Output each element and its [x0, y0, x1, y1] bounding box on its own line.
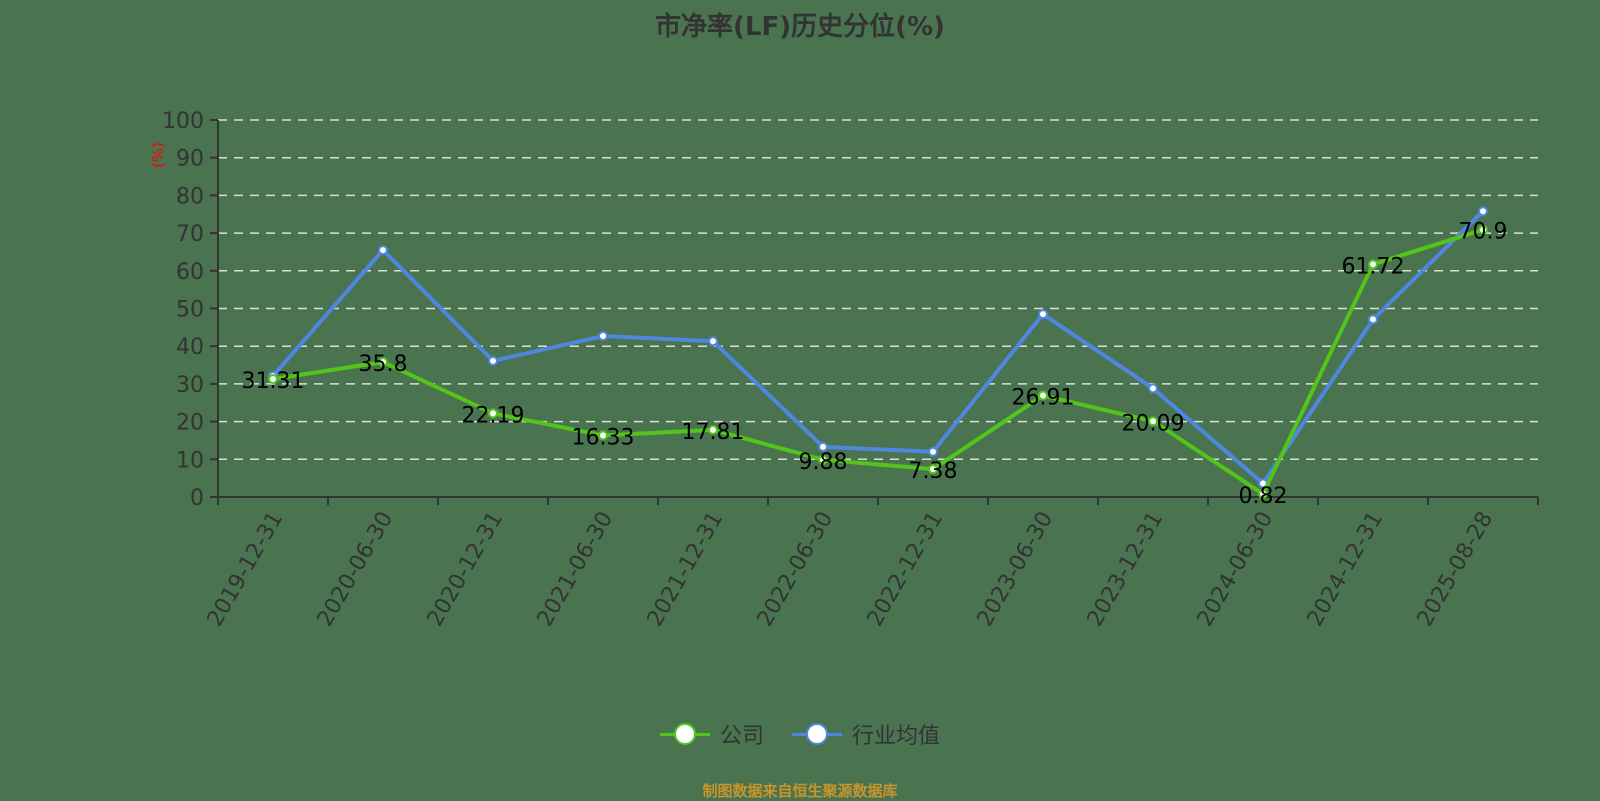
series-line	[271, 209, 1485, 486]
data-point	[818, 441, 828, 452]
y-tick-label: 0	[190, 486, 204, 511]
x-tick-label: 2024-12-31	[1303, 508, 1389, 631]
data-point	[1478, 206, 1488, 217]
legend-item-industry-average[interactable]: 行业均值	[792, 718, 940, 750]
data-point	[1478, 224, 1488, 235]
data-point	[1148, 416, 1158, 427]
data-label: 7.38	[909, 459, 958, 484]
data-label: 16.33	[572, 425, 635, 450]
data-point	[818, 454, 828, 465]
data-source-note: 制图数据来自恒生聚源数据库	[702, 782, 898, 800]
data-point	[598, 331, 608, 342]
data-point	[1368, 259, 1378, 270]
data-point	[708, 336, 718, 347]
data-label: 31.31	[242, 369, 305, 394]
data-label: 22.19	[462, 403, 525, 428]
x-tick-label: 2020-12-31	[423, 508, 509, 631]
x-tick-label: 2022-06-30	[753, 508, 839, 631]
x-tick-label: 2022-12-31	[863, 508, 949, 631]
x-tick-label: 2021-06-30	[533, 508, 619, 631]
x-tick-label: 2023-06-30	[973, 508, 1059, 631]
x-tick-label: 2023-12-31	[1083, 508, 1169, 631]
x-tick-label: 2025-08-28	[1413, 508, 1499, 631]
data-label: 61.72	[1342, 254, 1405, 279]
y-axis-unit: (%)	[149, 142, 167, 168]
data-label: 0.82	[1239, 484, 1288, 509]
y-tick-label: 90	[176, 147, 204, 172]
data-label: 20.09	[1122, 411, 1185, 436]
data-point	[1148, 383, 1158, 394]
y-tick-label: 10	[176, 448, 204, 473]
x-tick-label: 2024-06-30	[1193, 508, 1279, 631]
chart-title: 市净率(LF)历史分位(%)	[655, 12, 945, 42]
y-tick-label: 100	[162, 109, 204, 134]
data-point	[378, 245, 388, 256]
y-tick-label: 40	[176, 335, 204, 360]
y-tick-label: 20	[176, 411, 204, 436]
legend: 公司 行业均值	[0, 718, 1600, 750]
y-tick-label: 30	[176, 373, 204, 398]
data-point	[488, 355, 498, 366]
data-point	[928, 464, 938, 475]
data-label: 35.8	[359, 352, 408, 377]
data-point	[1258, 488, 1268, 499]
y-tick-label: 70	[176, 222, 204, 247]
data-point	[598, 430, 608, 441]
legend-line-circle-icon	[792, 723, 842, 745]
y-tick-label: 50	[176, 298, 204, 323]
x-tick-label: 2020-06-30	[313, 508, 399, 631]
legend-item-company[interactable]: 公司	[659, 718, 764, 750]
data-point	[928, 446, 938, 457]
data-point	[1038, 390, 1048, 401]
data-label: 26.91	[1012, 386, 1075, 411]
y-tick-label: 60	[176, 260, 204, 285]
data-label: 9.88	[799, 450, 848, 475]
data-label: 17.81	[682, 420, 745, 445]
legend-line-circle-icon	[659, 723, 710, 745]
data-point	[1368, 314, 1378, 325]
data-point	[708, 424, 718, 435]
x-tick-label: 2021-12-31	[643, 508, 729, 631]
data-point	[1038, 309, 1048, 320]
data-point	[378, 357, 388, 368]
data-label: 70.9	[1459, 220, 1508, 245]
data-point	[488, 408, 498, 419]
legend-label: 行业均值	[852, 724, 941, 749]
y-tick-label: 80	[176, 184, 204, 209]
data-point	[268, 373, 278, 384]
x-tick-label: 2019-12-31	[203, 508, 289, 631]
series-line	[272, 227, 1484, 496]
legend-label: 公司	[719, 724, 764, 749]
